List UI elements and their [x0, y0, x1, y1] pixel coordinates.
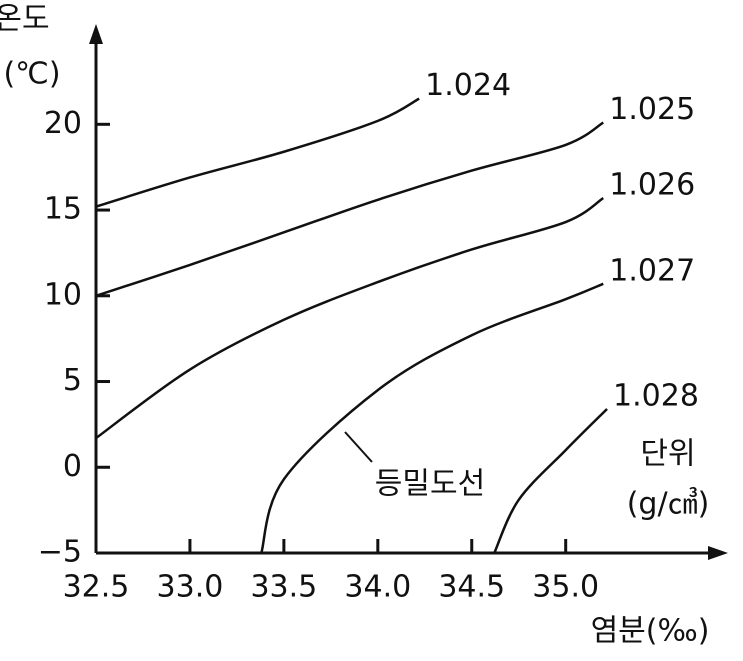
- x-tick-label: 32.5: [63, 570, 130, 605]
- unit-title: 단위: [640, 437, 695, 472]
- x-axis-label: 염분(‰): [591, 614, 710, 649]
- y-axis-unit: (℃): [3, 57, 60, 92]
- isopycnal-line: [95, 196, 604, 440]
- y-tick-label: 5: [63, 363, 82, 398]
- y-tick-label: 0: [63, 449, 82, 484]
- y-tick-label: 10: [44, 277, 82, 312]
- x-tick-label: 35.0: [532, 570, 599, 605]
- annotation: 등밀도선: [375, 467, 485, 502]
- y-axis-label: 온도: [0, 2, 50, 37]
- line-label: 1.026: [609, 168, 695, 203]
- isopycnal-line: [260, 282, 604, 554]
- x-tick-label: 33.5: [250, 570, 317, 605]
- x-tick-label: 34.5: [438, 570, 505, 605]
- isopycnal-line: [95, 121, 604, 297]
- line-label: 1.024: [425, 68, 511, 103]
- x-tick-label: 34.0: [344, 570, 411, 605]
- y-tick-label: −5: [38, 535, 82, 570]
- x-tick-label: 33.0: [157, 570, 224, 605]
- y-tick-label: 20: [44, 106, 82, 141]
- x-arrow: [708, 546, 728, 560]
- isopycnal-line: [493, 408, 608, 554]
- y-tick-label: 15: [44, 192, 82, 227]
- unit: (g/㎤): [627, 487, 710, 522]
- line-label: 1.027: [609, 253, 695, 288]
- isopycnal-line: [95, 97, 420, 208]
- annotation-leader: [344, 431, 373, 463]
- y-arrow: [89, 24, 103, 44]
- line-label: 1.028: [613, 378, 699, 413]
- line-label: 1.025: [609, 92, 695, 127]
